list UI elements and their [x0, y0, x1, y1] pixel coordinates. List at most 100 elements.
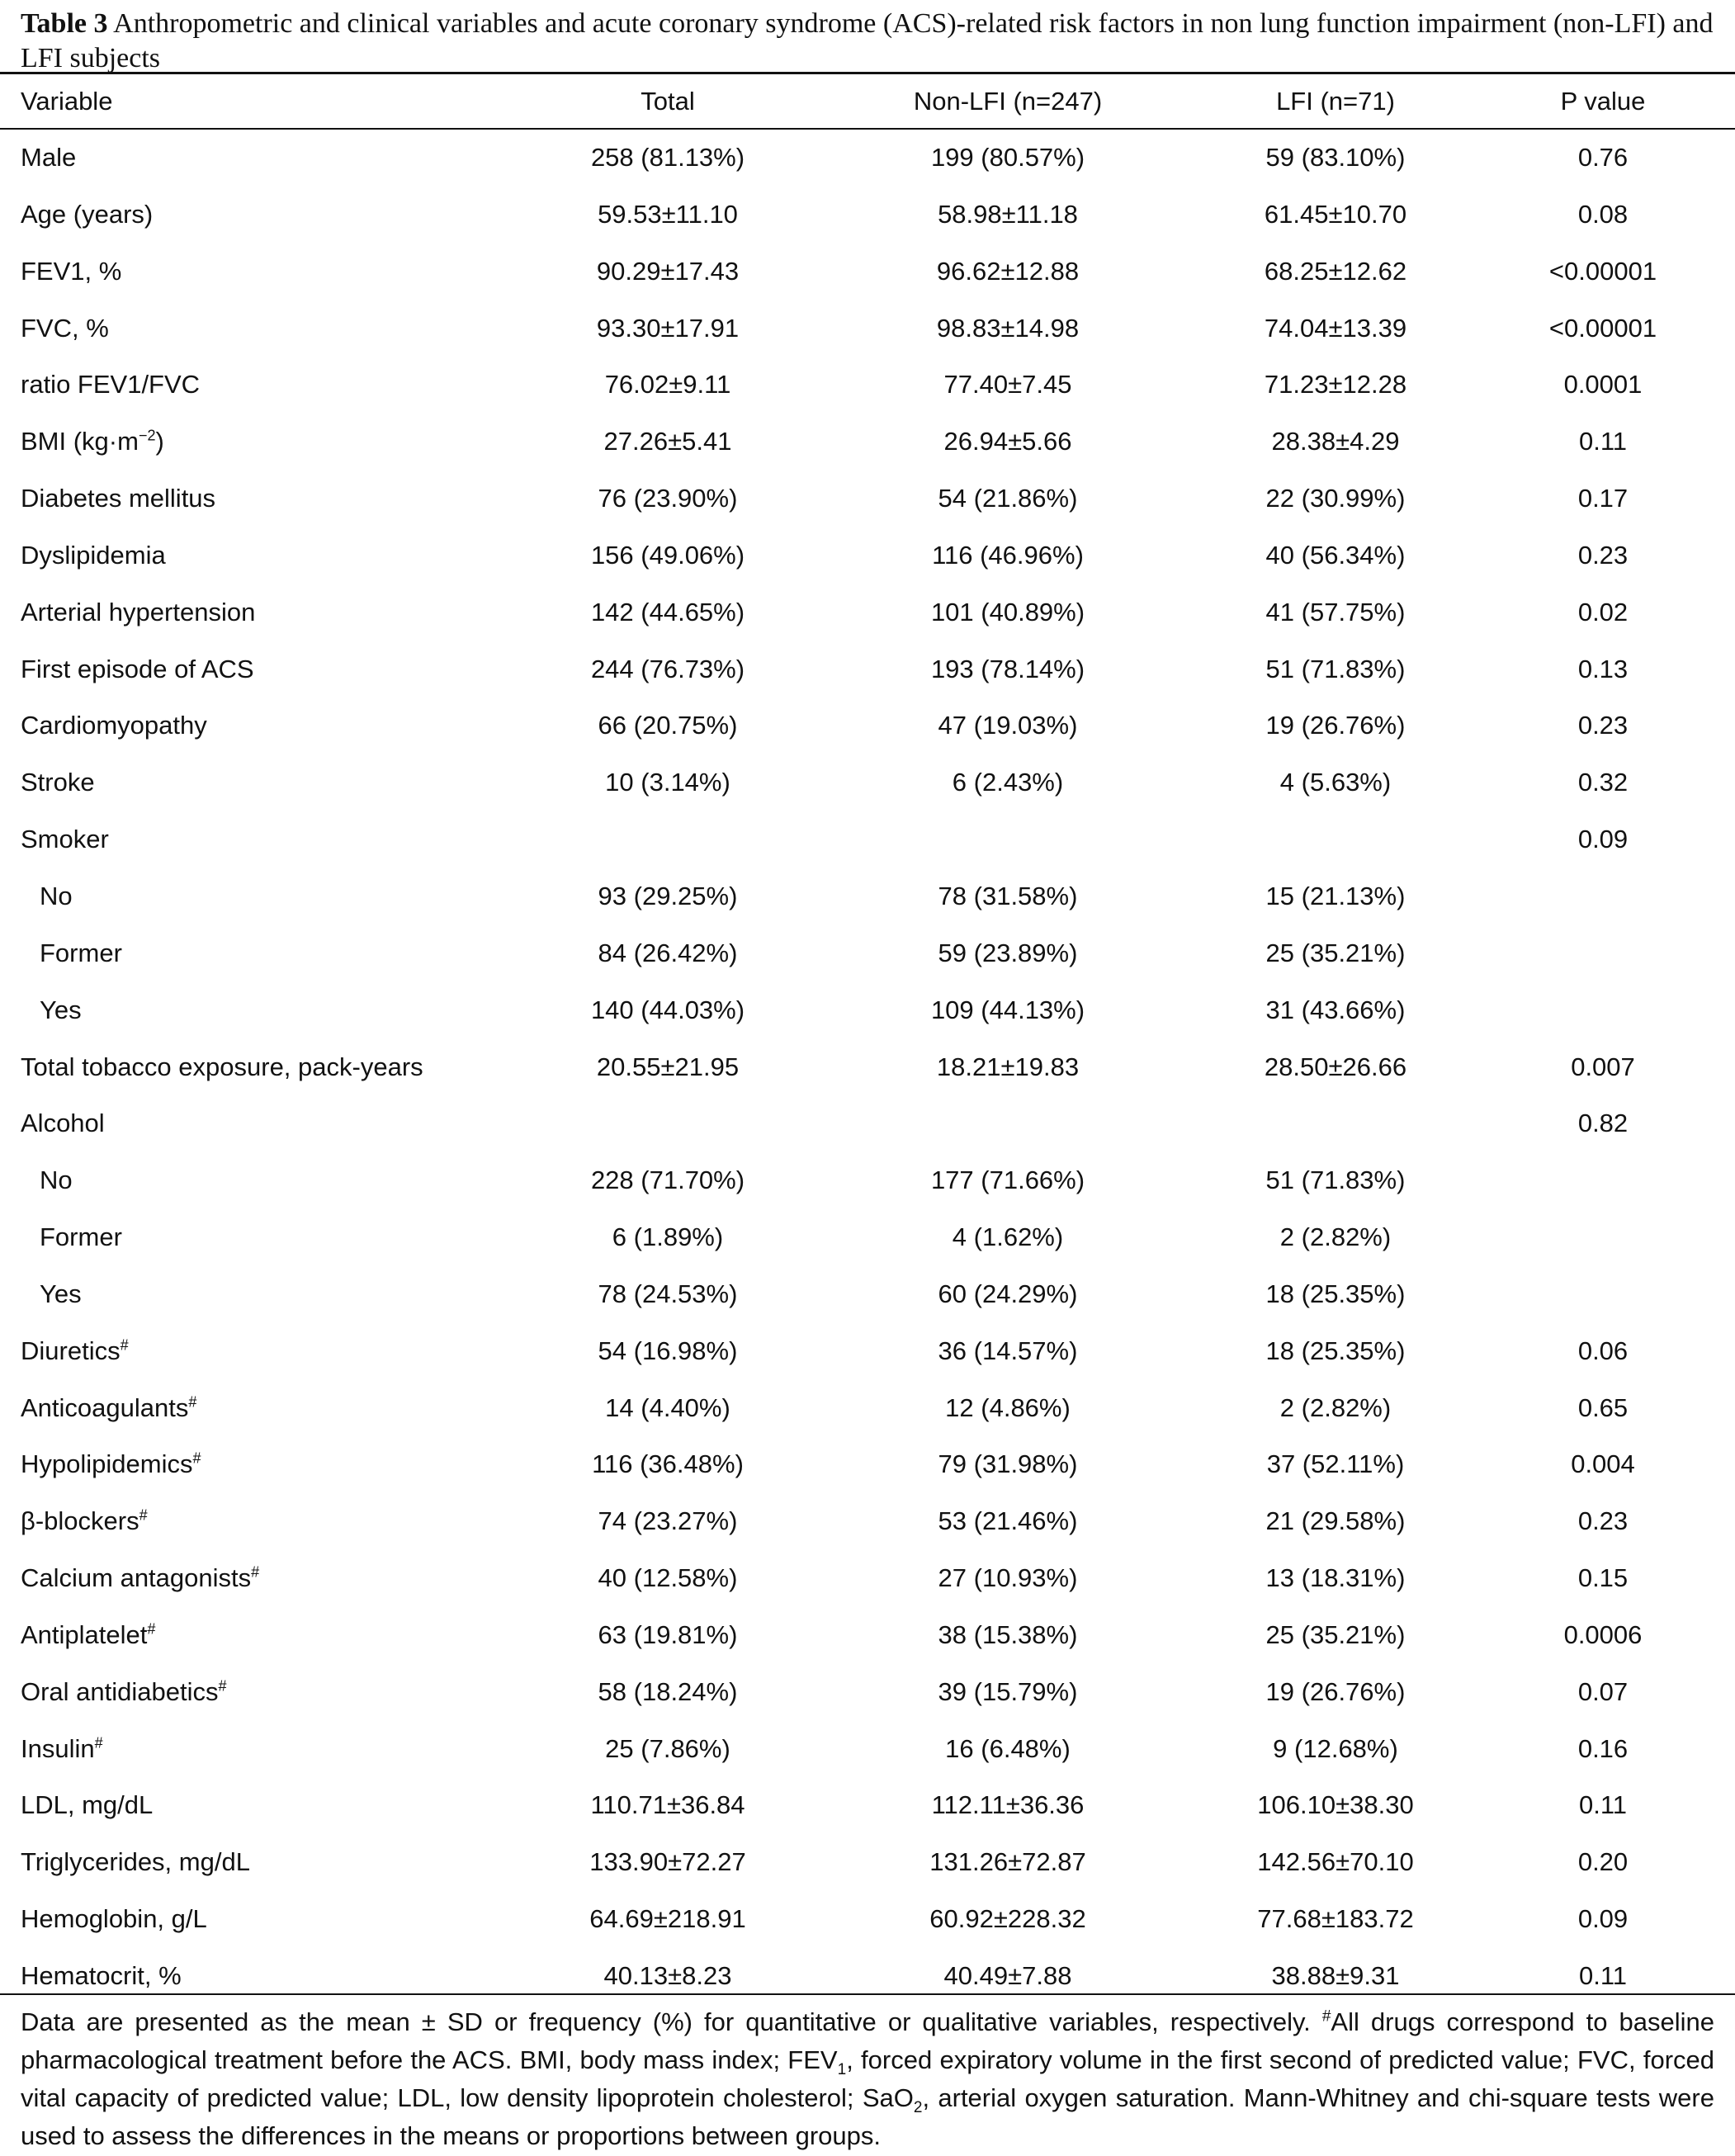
cell-variable: Yes — [40, 1274, 82, 1331]
cell-p-value: 0.0001 — [1563, 370, 1643, 400]
cell-variable: Alcohol — [21, 1103, 105, 1160]
cell-total: 228 (71.70%) — [590, 1165, 745, 1195]
variable-label: Stroke — [21, 768, 95, 797]
variable-label: ratio FEV1/FVC — [21, 370, 201, 400]
table-row: Triglycerides, mg/dL 133.90±72.27 131.26±7… — [0, 1842, 1735, 1898]
variable-label: Diuretics — [21, 1336, 121, 1365]
variable-exponent: −2 — [138, 427, 156, 444]
table-row: No 93 (29.25%) 78 (31.58%) 15 (21.13%) — [0, 876, 1735, 933]
cell-total: 93 (29.25%) — [598, 881, 738, 910]
cell-p-value: 0.65 — [1577, 1392, 1629, 1422]
cell-p-value: 0.13 — [1577, 654, 1629, 683]
cell-non-lfi: 79 (31.98%) — [938, 1449, 1078, 1479]
cell-variable: Smoker — [21, 819, 109, 876]
cell-total: 244 (76.73%) — [590, 654, 745, 683]
cell-non-lfi: 18.21±19.83 — [936, 1052, 1080, 1081]
cell-p-value: 0.32 — [1577, 768, 1629, 797]
cell-lfi: 38.88±9.31 — [1271, 1961, 1400, 1990]
cell-variable: β-blockers# — [21, 1501, 148, 1558]
variable-label: Former — [40, 938, 122, 967]
cell-lfi: 74.04±13.39 — [1264, 313, 1407, 343]
variable-label: Male — [21, 143, 77, 172]
variable-label: Total tobacco exposure, pack-years — [21, 1052, 423, 1081]
table-caption-text: Anthropometric and clinical variables an… — [21, 8, 1714, 73]
variable-label: Hematocrit, % — [21, 1961, 182, 1990]
table-row: Alcohol 0.82 — [0, 1103, 1735, 1160]
cell-non-lfi: 6 (2.43%) — [952, 768, 1064, 797]
cell-lfi: 40 (56.34%) — [1265, 540, 1406, 570]
cell-p-value: 0.11 — [1578, 427, 1628, 456]
cell-variable: Anticoagulants# — [21, 1388, 196, 1444]
cell-variable: Oral antidiabetics# — [21, 1671, 227, 1728]
cell-variable: Dyslipidemia — [21, 535, 166, 592]
variable-label: Anticoagulants — [21, 1392, 189, 1422]
cell-non-lfi: 116 (46.96%) — [932, 540, 1084, 570]
table-row: Diuretics# 54 (16.98%) 36 (14.57%) 18 (25.3… — [0, 1331, 1735, 1388]
table-row: FEV1, % 90.29±17.43 96.62±12.88 68.25±12.62… — [0, 251, 1735, 308]
cell-non-lfi: 16 (6.48%) — [945, 1733, 1071, 1763]
cell-non-lfi: 54 (21.86%) — [938, 484, 1078, 513]
cell-variable: Calcium antagonists# — [21, 1558, 259, 1615]
cell-variable: Former — [40, 1217, 122, 1274]
cell-p-value: 0.76 — [1577, 143, 1629, 172]
table-row: Smoker 0.09 — [0, 819, 1735, 876]
table-row: Dyslipidemia 156 (49.06%) 116 (46.96%) 40 (… — [0, 535, 1735, 592]
cell-p-value: <0.00001 — [1548, 313, 1657, 343]
cell-variable: Hypolipidemics# — [21, 1444, 201, 1501]
cell-lfi: 18 (25.35%) — [1265, 1279, 1406, 1308]
cell-total: 116 (36.48%) — [592, 1449, 744, 1479]
variable-label: First episode of ACS — [21, 654, 254, 683]
cell-p-value — [1479, 990, 1727, 1047]
cell-total: 25 (7.86%) — [605, 1733, 730, 1763]
table-row: Male 258 (81.13%) 199 (80.57%) 59 (83.10%) 0… — [0, 137, 1735, 194]
table-row: Antiplatelet# 63 (19.81%) 38 (15.38%) 25 (3… — [0, 1615, 1735, 1671]
footnote-fev-subscript: 1 — [837, 2061, 847, 2079]
cell-p-value: 0.02 — [1577, 597, 1629, 626]
table-row: Arterial hypertension 142 (44.65%) 101 (40… — [0, 592, 1735, 649]
cell-non-lfi: 26.94±5.66 — [943, 427, 1072, 456]
cell-p-value: 0.07 — [1577, 1676, 1629, 1706]
cell-p-value: 0.06 — [1577, 1336, 1629, 1365]
table-row: LDL, mg/dL 110.71±36.84 112.11±36.36 106.10… — [0, 1785, 1735, 1842]
cell-non-lfi: 58.98±11.18 — [938, 199, 1078, 229]
variable-label: Arterial hypertension — [21, 597, 256, 626]
cell-p-value — [1479, 1160, 1727, 1217]
cell-total: 40.13±8.23 — [603, 1961, 732, 1990]
variable-label: Triglycerides, mg/dL — [21, 1847, 250, 1877]
table-row: Insulin# 25 (7.86%) 16 (6.48%) 9 (12.68%) 0.… — [0, 1728, 1735, 1785]
cell-non-lfi: 39 (15.79%) — [938, 1676, 1078, 1706]
table-row: FVC, % 93.30±17.91 98.83±14.98 74.04±13.39 <… — [0, 308, 1735, 365]
footnote-mark: # — [188, 1393, 197, 1411]
footnote-part-3: , forced expiratory volume in the first … — [21, 2045, 1715, 2112]
cell-non-lfi: 38 (15.38%) — [938, 1619, 1078, 1649]
footnote-part-2: All drugs correspond to baseline pharmac… — [21, 2007, 1714, 2074]
cell-variable: BMI (kg·m−2) — [21, 421, 164, 478]
cell-lfi: 13 (18.31%) — [1265, 1563, 1406, 1593]
table-footnote: Data are presented as the mean ± SD or f… — [21, 2003, 1714, 2155]
variable-label: BMI (kg·m — [21, 427, 139, 456]
header-lfi: LFI (n=71) — [1276, 87, 1395, 116]
footnote-part-4: , arterial oxygen saturation. Mann-Whitn… — [21, 2083, 1714, 2150]
bottom-rule — [0, 1993, 1735, 1995]
cell-variable: Insulin# — [21, 1728, 103, 1785]
cell-variable: Cardiomyopathy — [21, 705, 207, 762]
cell-non-lfi: 60.92±228.32 — [929, 1904, 1086, 1934]
cell-non-lfi: 199 (80.57%) — [930, 143, 1085, 172]
table-row: Yes 140 (44.03%) 109 (44.13%) 31 (43.66%) — [0, 990, 1735, 1047]
table-body: Male 258 (81.13%) 199 (80.57%) 59 (83.10%) 0… — [0, 137, 1735, 2012]
cell-p-value: 0.23 — [1577, 711, 1629, 740]
footnote-mark: # — [192, 1450, 201, 1468]
cell-lfi: 2 (2.82%) — [1279, 1392, 1392, 1422]
cell-total: 40 (12.58%) — [598, 1563, 738, 1593]
cell-p-value — [1479, 876, 1727, 933]
table-row: Anticoagulants# 14 (4.40%) 12 (4.86%) 2 (2.… — [0, 1388, 1735, 1444]
cell-p-value: 0.004 — [1571, 1449, 1635, 1479]
cell-lfi — [1170, 1103, 1501, 1160]
cell-p-value: 0.11 — [1578, 1961, 1628, 1990]
table-row: BMI (kg·m−2) 27.26±5.41 26.94±5.66 28.38±4.… — [0, 421, 1735, 478]
cell-lfi — [1170, 819, 1501, 876]
cell-total: 84 (26.42%) — [598, 938, 738, 967]
header-rule — [0, 128, 1735, 130]
cell-total: 63 (19.81%) — [598, 1619, 738, 1649]
cell-p-value — [1479, 933, 1727, 990]
